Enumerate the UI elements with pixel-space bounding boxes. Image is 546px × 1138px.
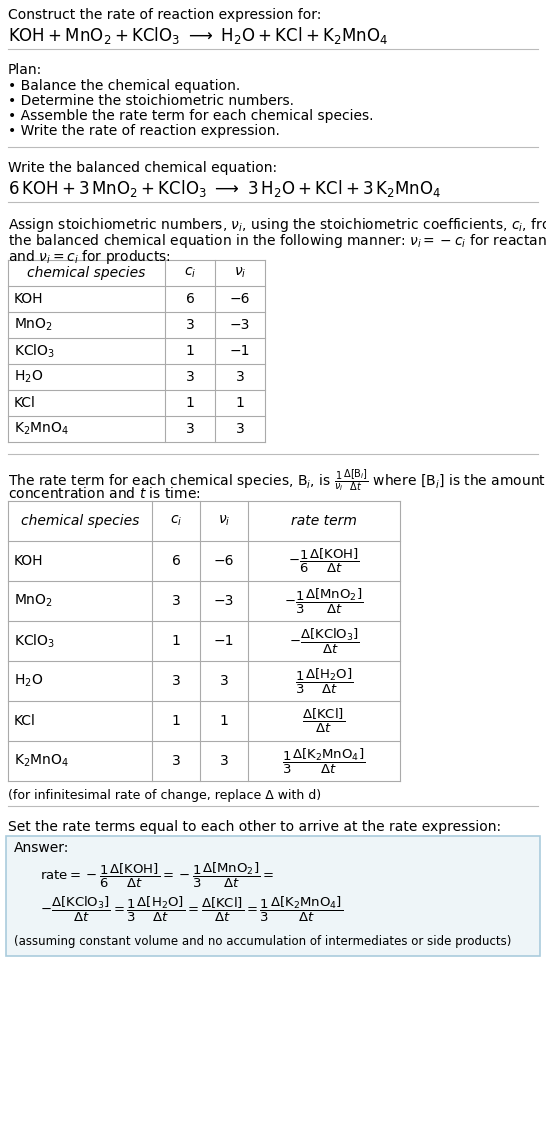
- Text: $-\dfrac{\Delta[\mathrm{KClO_3}]}{\Delta t}$: $-\dfrac{\Delta[\mathrm{KClO_3}]}{\Delta…: [288, 626, 359, 655]
- Text: (for infinitesimal rate of change, replace Δ with d): (for infinitesimal rate of change, repla…: [8, 789, 321, 802]
- Text: 1: 1: [171, 714, 180, 728]
- Text: the balanced chemical equation in the following manner: $\nu_i = -c_i$ for react: the balanced chemical equation in the fo…: [8, 232, 546, 250]
- Text: −3: −3: [214, 594, 234, 608]
- Text: K$_2$MnO$_4$: K$_2$MnO$_4$: [14, 421, 69, 437]
- Text: 1: 1: [219, 714, 228, 728]
- Text: concentration and $t$ is time:: concentration and $t$ is time:: [8, 486, 201, 501]
- Text: −3: −3: [230, 318, 250, 332]
- Text: 3: 3: [171, 674, 180, 688]
- Text: $c_i$: $c_i$: [170, 513, 182, 528]
- Text: 3: 3: [186, 422, 194, 436]
- Text: 3: 3: [219, 754, 228, 768]
- Text: rate term: rate term: [291, 514, 357, 528]
- Text: $\mathrm{rate} = -\dfrac{1}{6}\dfrac{\Delta[\mathrm{KOH}]}{\Delta t}= -\dfrac{1}: $\mathrm{rate} = -\dfrac{1}{6}\dfrac{\De…: [40, 861, 274, 890]
- Text: • Balance the chemical equation.: • Balance the chemical equation.: [8, 79, 240, 93]
- Text: $c_i$: $c_i$: [184, 266, 196, 280]
- Text: KOH: KOH: [14, 292, 44, 306]
- Text: Plan:: Plan:: [8, 63, 42, 77]
- Text: (assuming constant volume and no accumulation of intermediates or side products): (assuming constant volume and no accumul…: [14, 935, 512, 948]
- Text: $\nu_i$: $\nu_i$: [218, 513, 230, 528]
- Text: • Assemble the rate term for each chemical species.: • Assemble the rate term for each chemic…: [8, 109, 373, 123]
- Text: • Write the rate of reaction expression.: • Write the rate of reaction expression.: [8, 124, 280, 138]
- Text: 1: 1: [186, 396, 194, 410]
- Text: 6: 6: [171, 554, 180, 568]
- Text: 1: 1: [186, 344, 194, 358]
- Text: $\mathrm{6\,KOH + 3\,MnO_2 + KClO_3 \ \longrightarrow \ 3\,H_2O + KCl + 3\,K_2Mn: $\mathrm{6\,KOH + 3\,MnO_2 + KClO_3 \ \l…: [8, 178, 441, 199]
- Text: Assign stoichiometric numbers, $\nu_i$, using the stoichiometric coefficients, $: Assign stoichiometric numbers, $\nu_i$, …: [8, 216, 546, 234]
- FancyBboxPatch shape: [6, 836, 540, 956]
- Text: $-\dfrac{1}{3}\dfrac{\Delta[\mathrm{MnO_2}]}{\Delta t}$: $-\dfrac{1}{3}\dfrac{\Delta[\mathrm{MnO_…: [284, 586, 364, 616]
- Text: $-\dfrac{\Delta[\mathrm{KClO_3}]}{\Delta t}= \dfrac{1}{3}\dfrac{\Delta[\mathrm{H: $-\dfrac{\Delta[\mathrm{KClO_3}]}{\Delta…: [40, 894, 343, 924]
- Text: KOH: KOH: [14, 554, 44, 568]
- Text: Answer:: Answer:: [14, 841, 69, 855]
- Text: $\dfrac{1}{3}\dfrac{\Delta[\mathrm{K_2MnO_4}]}{\Delta t}$: $\dfrac{1}{3}\dfrac{\Delta[\mathrm{K_2Mn…: [282, 747, 366, 776]
- Text: and $\nu_i = c_i$ for products:: and $\nu_i = c_i$ for products:: [8, 248, 171, 266]
- Text: chemical species: chemical species: [27, 266, 146, 280]
- Text: $\dfrac{\Delta[\mathrm{KCl}]}{\Delta t}$: $\dfrac{\Delta[\mathrm{KCl}]}{\Delta t}$: [302, 707, 346, 735]
- Text: chemical species: chemical species: [21, 514, 139, 528]
- Text: • Determine the stoichiometric numbers.: • Determine the stoichiometric numbers.: [8, 94, 294, 108]
- Text: The rate term for each chemical species, B$_i$, is $\frac{1}{\nu_i}\frac{\Delta[: The rate term for each chemical species,…: [8, 468, 546, 494]
- Text: KCl: KCl: [14, 396, 36, 410]
- Text: −6: −6: [213, 554, 234, 568]
- Text: 3: 3: [171, 754, 180, 768]
- Text: 3: 3: [236, 422, 245, 436]
- Text: $\nu_i$: $\nu_i$: [234, 266, 246, 280]
- Text: −1: −1: [230, 344, 250, 358]
- Text: Construct the rate of reaction expression for:: Construct the rate of reaction expressio…: [8, 8, 322, 22]
- Text: KCl: KCl: [14, 714, 36, 728]
- Text: KClO$_3$: KClO$_3$: [14, 633, 55, 650]
- Text: 1: 1: [171, 634, 180, 648]
- Text: $\dfrac{1}{3}\dfrac{\Delta[\mathrm{H_2O}]}{\Delta t}$: $\dfrac{1}{3}\dfrac{\Delta[\mathrm{H_2O}…: [295, 667, 353, 695]
- Text: 6: 6: [186, 292, 194, 306]
- Text: 3: 3: [219, 674, 228, 688]
- Text: −1: −1: [213, 634, 234, 648]
- Text: 3: 3: [236, 370, 245, 384]
- Text: 3: 3: [186, 370, 194, 384]
- Text: −6: −6: [230, 292, 250, 306]
- Text: 3: 3: [186, 318, 194, 332]
- Text: $-\dfrac{1}{6}\dfrac{\Delta[\mathrm{KOH}]}{\Delta t}$: $-\dfrac{1}{6}\dfrac{\Delta[\mathrm{KOH}…: [288, 547, 360, 575]
- Text: 1: 1: [235, 396, 245, 410]
- Text: H$_2$O: H$_2$O: [14, 673, 43, 690]
- Text: 3: 3: [171, 594, 180, 608]
- Text: KClO$_3$: KClO$_3$: [14, 343, 55, 360]
- Text: MnO$_2$: MnO$_2$: [14, 316, 53, 333]
- Text: $\mathrm{KOH + MnO_2 + KClO_3 \ \longrightarrow \ H_2O + KCl + K_2MnO_4}$: $\mathrm{KOH + MnO_2 + KClO_3 \ \longrig…: [8, 25, 388, 46]
- Text: H$_2$O: H$_2$O: [14, 369, 43, 385]
- Text: Set the rate terms equal to each other to arrive at the rate expression:: Set the rate terms equal to each other t…: [8, 820, 501, 834]
- Text: K$_2$MnO$_4$: K$_2$MnO$_4$: [14, 753, 69, 769]
- Text: Write the balanced chemical equation:: Write the balanced chemical equation:: [8, 160, 277, 175]
- Text: MnO$_2$: MnO$_2$: [14, 593, 53, 609]
